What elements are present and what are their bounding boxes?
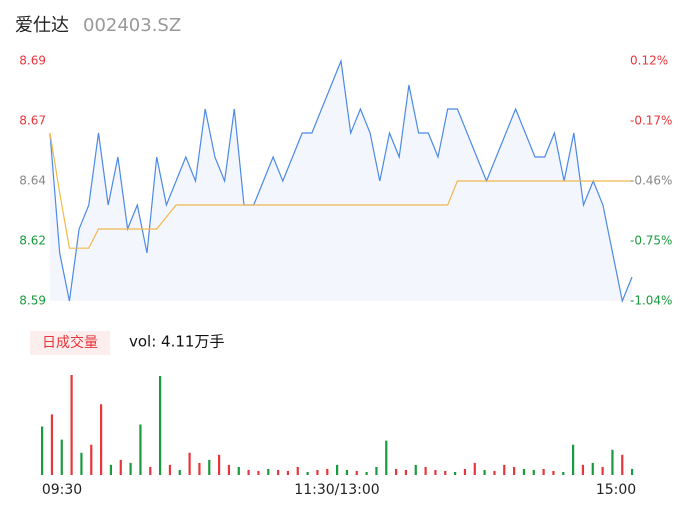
volume-bar [286, 470, 290, 475]
volume-bar [365, 471, 368, 475]
volume-bar [503, 464, 506, 475]
volume-bar [80, 452, 83, 475]
y2-tick-label: -0.17% [630, 114, 672, 128]
volume-bar [296, 466, 299, 475]
volume-bar [149, 466, 152, 475]
volume-bar [345, 469, 349, 475]
volume-bar [414, 464, 417, 475]
volume-bar [208, 459, 211, 475]
volume-bar [267, 468, 270, 475]
volume-bar [168, 464, 172, 475]
volume-bar [483, 469, 486, 475]
volume-bar [542, 468, 545, 475]
y-tick-label: 8.59 [19, 294, 46, 308]
volume-bar [601, 466, 604, 475]
y2-tick-label: -1.04% [630, 294, 672, 308]
badge-bg [30, 331, 110, 355]
volume-bar [395, 468, 398, 475]
volume-bar [178, 469, 181, 475]
volume-bar [562, 471, 565, 475]
volume-bar [198, 462, 201, 475]
volume-bar [90, 444, 93, 475]
x-tick-label: 11:30/13:00 [294, 482, 379, 498]
volume-bar [611, 449, 614, 475]
volume-bar [493, 470, 496, 475]
volume-bar [159, 376, 162, 475]
volume-bar [306, 471, 309, 475]
volume-bar [552, 470, 555, 475]
x-tick-label: 09:30 [42, 482, 82, 498]
volume-bar [473, 462, 476, 475]
volume-bar [109, 464, 113, 475]
volume-bar [572, 444, 575, 475]
volume-bar [257, 470, 260, 475]
volume-bar [621, 454, 624, 475]
y-tick-label: 8.69 [19, 54, 46, 68]
volume-bar [404, 469, 408, 475]
y2-tick-label: -0.75% [630, 234, 672, 248]
volume-bar [41, 426, 44, 475]
y-tick-label: 8.62 [19, 234, 46, 248]
volume-bar [70, 375, 73, 475]
volume-bar [129, 462, 132, 475]
price-line [49, 58, 633, 304]
volume-bar [375, 466, 378, 475]
volume-bar [100, 404, 103, 475]
volume-bar [336, 464, 339, 475]
volume-bar [581, 464, 585, 475]
volume-bar [50, 414, 54, 475]
volume-bar [591, 462, 594, 475]
volume-bar [463, 468, 467, 475]
volume-title: 日成交量 [42, 334, 98, 351]
volume-bar [631, 468, 634, 475]
volume-bar [247, 469, 250, 475]
volume-bar [218, 454, 221, 475]
volume-bar [513, 466, 516, 475]
volume-bar [444, 470, 447, 475]
volume-bar [139, 424, 142, 475]
volume-bar [424, 466, 427, 475]
y2-tick-label: 0.12% [630, 54, 668, 68]
volume-bar [277, 469, 280, 475]
y2-tick-label: -0.46% [630, 174, 672, 188]
stock-name: 爱仕达 [15, 15, 69, 36]
volume-bar [522, 468, 526, 475]
volume-bar [188, 452, 191, 475]
volume-bar [316, 469, 319, 475]
volume-bar [119, 459, 122, 475]
volume-summary: vol: 4.11万手 [129, 333, 224, 351]
volume-bar [237, 466, 240, 475]
volume-bar [326, 468, 329, 475]
average-line [49, 132, 632, 249]
volume-bar [355, 470, 358, 475]
price-area [50, 61, 632, 301]
y-tick-label: 8.67 [19, 114, 46, 128]
volume-bar [434, 469, 437, 475]
volume-bar [385, 440, 388, 475]
volume-bar [532, 469, 535, 475]
stock-code: 002403.SZ [83, 15, 181, 36]
x-tick-label: 15:00 [596, 482, 636, 498]
volume-bar [60, 439, 63, 475]
volume-bar [227, 464, 231, 475]
y-tick-label: 8.64 [19, 174, 46, 188]
volume-bar [454, 471, 457, 475]
